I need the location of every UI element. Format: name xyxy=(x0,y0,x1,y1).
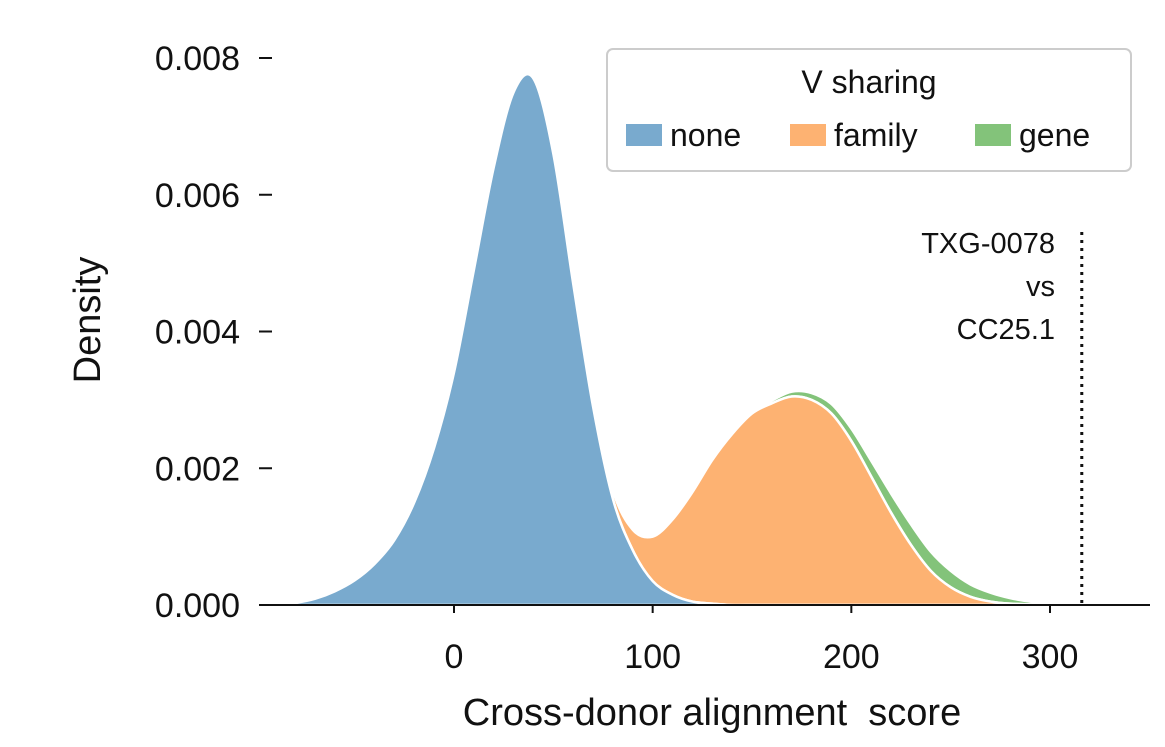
x-tick-label: 100 xyxy=(624,638,681,676)
legend: V sharing none family gene xyxy=(606,48,1132,172)
legend-label-none: none xyxy=(670,117,741,153)
y-tick-label: 0.004 xyxy=(155,314,240,352)
legend-title: V sharing xyxy=(801,64,936,100)
x-axis-ticks: 0 100 200 300 xyxy=(445,605,1079,676)
legend-entry-none: none xyxy=(626,117,741,153)
x-tick-label: 200 xyxy=(823,638,880,676)
x-tick-label: 300 xyxy=(1022,638,1079,676)
y-axis-ticks: 0.000 0.002 0.004 0.006 0.008 xyxy=(155,40,272,625)
legend-entries: none family gene xyxy=(626,117,1090,153)
legend-label-gene: gene xyxy=(1019,117,1090,153)
y-tick-label: 0.002 xyxy=(155,450,240,488)
reference-label-line-2: vs xyxy=(1026,271,1055,303)
reference-label-line-1: TXG-0078 xyxy=(921,228,1055,260)
x-tick-label: 0 xyxy=(445,638,464,676)
legend-entry-family: family xyxy=(790,117,918,153)
y-axis-title: Density xyxy=(67,257,109,384)
y-tick-label: 0.008 xyxy=(155,40,240,78)
legend-swatch-gene xyxy=(975,124,1011,146)
reference-label-line-3: CC25.1 xyxy=(957,314,1055,346)
legend-entry-gene: gene xyxy=(975,117,1090,153)
legend-swatch-family xyxy=(790,124,826,146)
y-tick-label: 0.006 xyxy=(155,177,240,215)
x-axis-title: Cross-donor alignment score xyxy=(463,692,961,734)
y-tick-label: 0.000 xyxy=(155,587,240,625)
legend-label-family: family xyxy=(834,117,918,153)
legend-swatch-none xyxy=(626,124,662,146)
reference-line-group: TXG-0078 vs CC25.1 xyxy=(921,228,1084,605)
